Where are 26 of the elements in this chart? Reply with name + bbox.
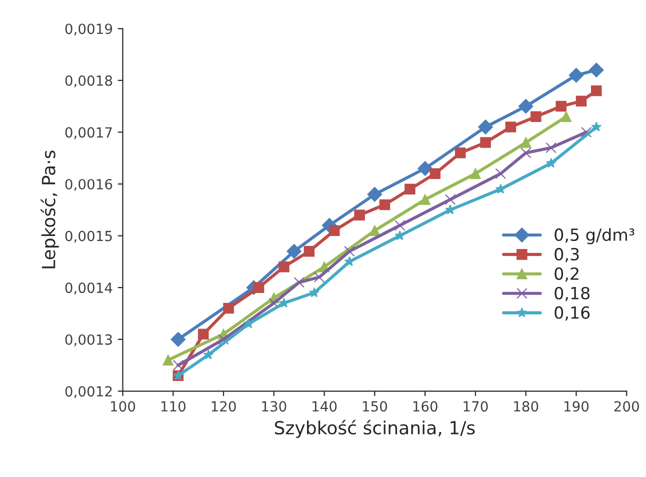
legend-label: 0,18 <box>554 286 590 302</box>
y-axis-title: Lepkość, Pa·s <box>40 150 59 268</box>
y-tick-label: 0,0015 <box>65 230 112 243</box>
x-tick-label: 200 <box>614 401 639 412</box>
x-tick-label: 110 <box>161 401 186 412</box>
y-tick-label: 0,0016 <box>65 178 112 191</box>
x-tick-label: 120 <box>212 401 236 412</box>
y-tick-label: 0,0017 <box>65 127 112 140</box>
x-tick-label: 160 <box>413 401 438 412</box>
x-tick-label: 100 <box>111 401 136 412</box>
legend-label: 0,2 <box>554 267 578 282</box>
x-tick-label: 140 <box>312 401 337 412</box>
y-tick-label: 0,0019 <box>65 24 112 36</box>
y-tick-label: 0,0013 <box>65 334 112 346</box>
legend-label: 0,5 g/dm³ <box>554 228 634 244</box>
x-tick-label: 190 <box>564 401 589 412</box>
x-tick-label: 150 <box>362 401 388 412</box>
legend-label: 0,3 <box>554 248 579 262</box>
legend-label: 0,16 <box>554 306 590 321</box>
y-tick-label: 0,0014 <box>65 282 112 294</box>
x-tick-label: 130 <box>262 401 286 412</box>
y-tick-label: 0,0018 <box>65 75 112 88</box>
x-axis-title: Szybkość ścinania, 1/s <box>274 420 475 438</box>
y-tick-label: 0,0012 <box>65 386 112 398</box>
x-tick-label: 180 <box>514 401 538 412</box>
x-tick-label: 170 <box>464 401 488 412</box>
